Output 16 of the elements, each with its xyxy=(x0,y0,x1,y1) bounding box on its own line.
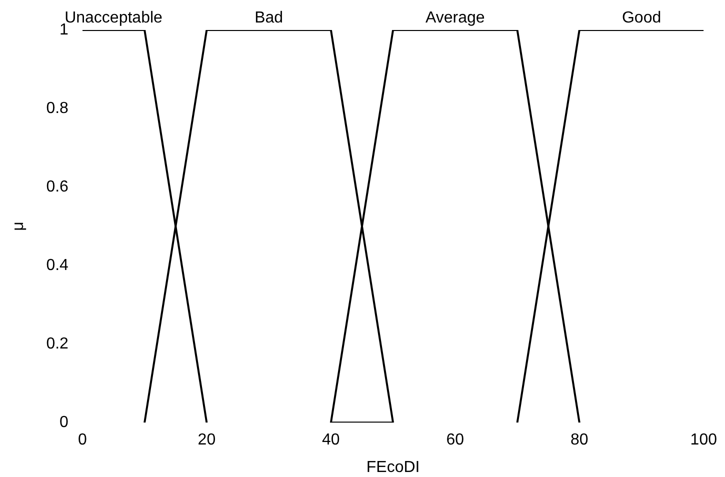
x-tick-label: 40 xyxy=(322,432,340,449)
series-label: Good xyxy=(622,9,662,26)
y-tick-label: 0.8 xyxy=(46,100,69,117)
series-label: Bad xyxy=(254,9,284,26)
x-tick-label: 80 xyxy=(570,432,588,449)
x-tick-label: 60 xyxy=(446,432,464,449)
x-tick-label: 100 xyxy=(690,432,718,449)
y-tick-label: 0.2 xyxy=(46,335,69,352)
series-label: Average xyxy=(426,9,485,26)
y-axis-title: μ xyxy=(10,222,28,231)
x-tick-label: 0 xyxy=(78,432,87,449)
x-tick-label: 20 xyxy=(198,432,216,449)
x-axis-title: FEcoDI xyxy=(366,458,420,476)
y-tick-label: 0 xyxy=(60,414,69,432)
y-tick-label: 0.4 xyxy=(46,256,69,274)
y-tick-label: 0.6 xyxy=(46,178,69,196)
